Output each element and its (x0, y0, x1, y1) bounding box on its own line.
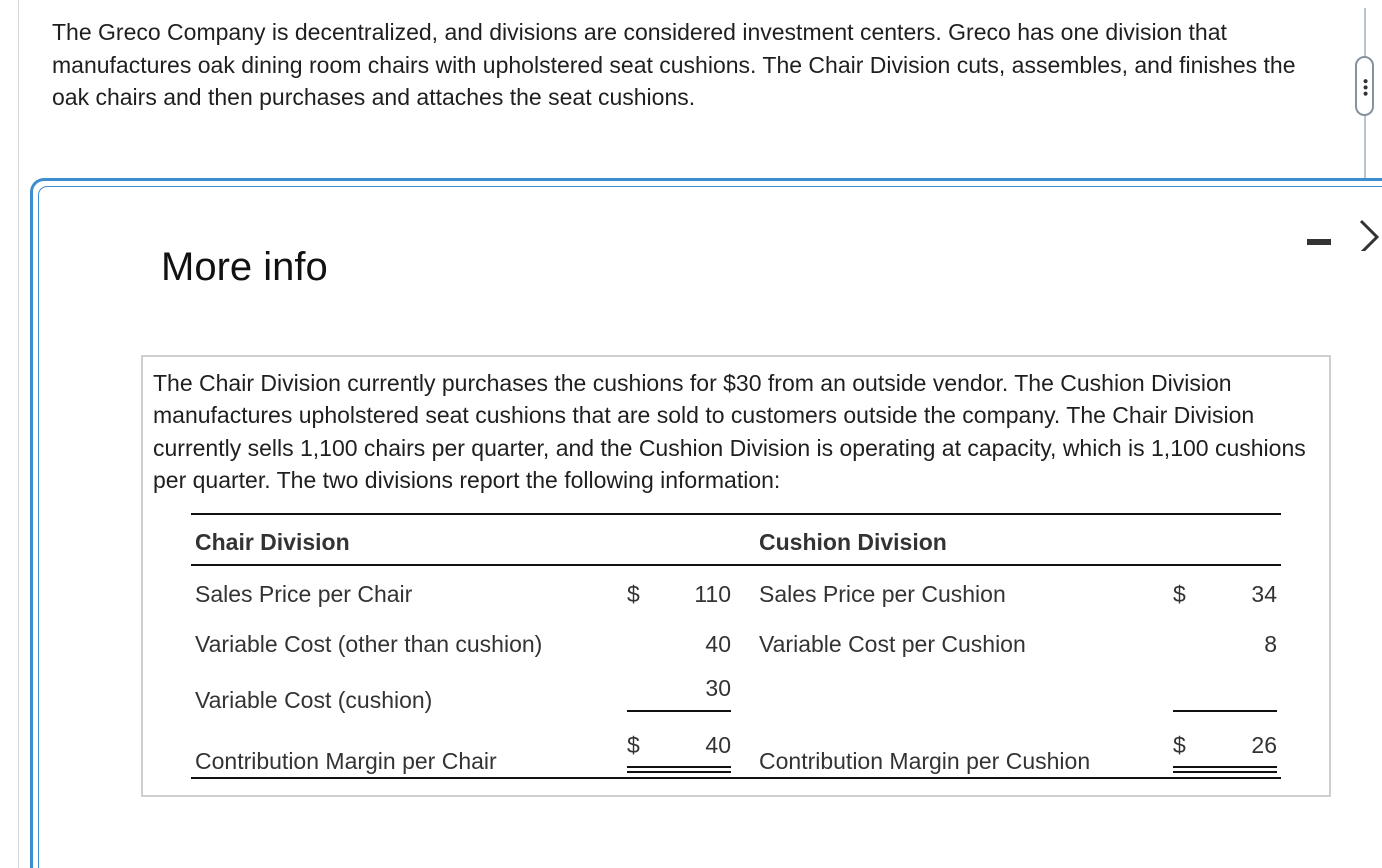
cushion-row-currency: $ (1173, 581, 1186, 607)
expand-handle[interactable]: ••• (1355, 56, 1374, 116)
cushion-row-label: Sales Price per Cushion (759, 581, 1006, 607)
minimize-icon (1307, 239, 1331, 245)
close-icon (1359, 219, 1380, 255)
cushion-total-value: 26 (1251, 732, 1277, 758)
chair-total-currency: $ (627, 732, 640, 758)
cushion-total-double-rule-1 (1173, 766, 1277, 768)
chair-total-label: Contribution Margin per Chair (195, 748, 497, 774)
chair-division-header: Chair Division (195, 529, 350, 555)
cushion-total-double-rule-2 (1173, 771, 1277, 773)
dialog-inner-border (38, 186, 1382, 868)
cushion-total-currency: $ (1173, 732, 1186, 758)
chair-row-label: Variable Cost (cushion) (195, 687, 433, 713)
more-info-dialog: More info The Chair Division currently p… (30, 178, 1382, 868)
chair-row-currency: $ (627, 581, 640, 607)
left-divider (18, 0, 19, 868)
cushion-subtotal-rule (1173, 710, 1277, 712)
chair-row-value: 110 (694, 581, 731, 607)
chair-row-value: 30 (705, 675, 731, 701)
cushion-row-value: 8 (1264, 631, 1277, 657)
chair-row-label: Sales Price per Chair (195, 581, 413, 607)
chair-row-value: 40 (705, 631, 731, 657)
chair-total-double-rule-1 (627, 766, 731, 768)
cushion-total-label: Contribution Margin per Cushion (759, 748, 1091, 774)
minimize-button[interactable] (1303, 221, 1337, 251)
cushion-row-label: Variable Cost per Cushion (759, 631, 1026, 657)
chair-subtotal-rule (627, 710, 731, 712)
cushion-division-header: Cushion Division (759, 529, 947, 555)
ellipsis-icon: ••• (1356, 76, 1373, 96)
close-button[interactable] (1355, 217, 1382, 255)
division-table: Chair Division Cushion Division Sales Pr… (191, 513, 1281, 783)
cushion-row-value: 34 (1251, 581, 1277, 607)
dialog-title: More info (161, 245, 328, 289)
chair-total-value: 40 (705, 732, 731, 758)
table-top-rule (191, 513, 1281, 515)
problem-intro-text: The Greco Company is decentralized, and … (52, 19, 1296, 110)
info-box: The Chair Division currently purchases t… (141, 355, 1331, 797)
table-bottom-rule (191, 777, 1281, 779)
chair-total-double-rule-2 (627, 771, 731, 773)
chair-row-label: Variable Cost (other than cushion) (195, 631, 543, 657)
info-text: The Chair Division currently purchases t… (153, 370, 1306, 493)
header-rule (191, 564, 1281, 566)
